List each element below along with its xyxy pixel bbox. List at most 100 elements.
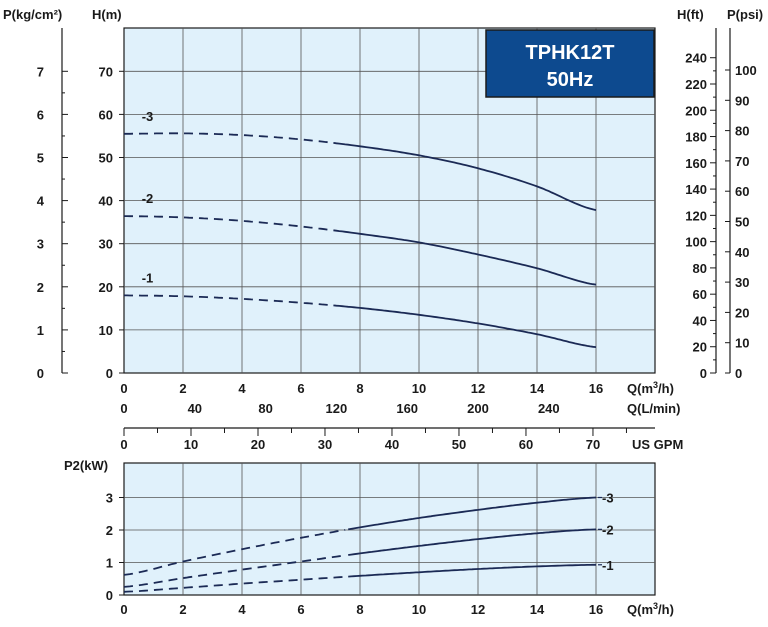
tick-label: 0 [106,366,113,381]
flow-lmin-axis: 0 40 80 120 160 200 240 [120,401,559,416]
curve--3-dashed [124,132,331,144]
flow-m3h-axis: 0 2 4 6 8 10 12 14 16 [120,381,603,396]
tick-label: 14 [530,381,545,396]
tick-label: 3 [37,237,44,252]
tick-label: 10 [412,602,426,617]
tick-label: 10 [412,381,426,396]
curve--2-dashed [123,554,346,588]
flow-gpm-axis-label: US GPM [632,437,683,452]
tick-label: 180 [685,130,707,145]
tick-label: 2 [37,280,44,295]
tick-label: 140 [685,182,707,197]
power-flow-m3h-axis-label: Q(m3/h) [627,601,674,617]
pressure-psi-axis: 0 10 20 30 40 50 60 70 80 90 100 [725,28,757,381]
tick-label: 2 [106,523,113,538]
tick-label: 60 [735,184,749,199]
tick-label: 100 [685,235,707,250]
tick-label: 240 [685,51,707,66]
tick-label: 50 [452,437,466,452]
tick-label: 40 [693,313,707,328]
tick-label: 14 [530,602,545,617]
model-title: TPHK12T [526,42,615,64]
tick-label: 50 [99,151,113,166]
tick-label: 2 [179,381,186,396]
flow-m3h-axis-label: Q(m3/h) [627,380,674,396]
head-curve-labels: -3 -2 -1 [142,109,154,286]
head-m-axis: 0 10 20 30 40 50 60 70 [99,64,124,381]
curve--3-solid [333,142,597,211]
tick-label: 0 [700,366,707,381]
tick-label: 240 [538,401,560,416]
tick-label: 6 [297,602,304,617]
tick-label: 4 [238,602,246,617]
tick-label: 80 [258,401,272,416]
head-plot-grid [124,28,655,373]
tick-label: 2 [179,602,186,617]
tick-label: 6 [297,381,304,396]
model-title-box [485,29,655,98]
curve-label--2: -2 [602,522,614,537]
power-plot-area [123,462,656,596]
tick-label: 40 [385,437,399,452]
tick-label: 12 [471,602,485,617]
curve--1-dashed [123,575,346,593]
tick-label: 80 [693,261,707,276]
flow-gpm-axis: 0 10 20 30 40 50 60 70 [120,427,655,452]
tick-label: 0 [120,401,127,416]
tick-label: 0 [735,366,742,381]
head-curves [124,132,597,348]
tick-label: 70 [586,437,600,452]
tick-label: 200 [685,103,707,118]
tick-label: 90 [735,93,749,108]
curve--1-solid [333,304,597,348]
power-kw-axis: 0 1 2 3 [106,491,124,603]
tick-label: 40 [99,194,113,209]
tick-label: 10 [735,336,749,351]
tick-label: 10 [184,437,198,452]
power-curves [123,496,597,593]
tick-label: 30 [735,275,749,290]
tick-label: 120 [326,401,348,416]
power-plot-grid [124,463,655,595]
curve-label--3: -3 [142,109,154,124]
pressure-kgcm2-axis: 0 1 2 3 4 5 6 7 [37,28,68,381]
tick-label: 16 [589,602,603,617]
tick-label: 100 [735,63,757,78]
tick-label: 16 [589,381,603,396]
tick-label: 30 [318,437,332,452]
pressure-psi-axis-label: P(psi) [727,7,763,22]
tick-label: 70 [735,154,749,169]
tick-label: 1 [106,556,113,571]
tick-label: 0 [120,602,127,617]
tick-label: 0 [106,588,113,603]
tick-label: 30 [99,237,113,252]
tick-label: 6 [37,107,44,122]
tick-label: 4 [37,194,45,209]
curve-label--3: -3 [602,491,614,506]
tick-label: 20 [693,340,707,355]
tick-label: 20 [251,437,265,452]
tick-label: 7 [37,64,44,79]
flow-lmin-axis-label: Q(L/min) [627,401,680,416]
tick-label: 20 [735,305,749,320]
tick-label: 10 [99,323,113,338]
head-ft-axis-label: H(ft) [677,7,704,22]
curve--3-solid [348,496,597,531]
head-m-axis-label: H(m) [92,7,122,22]
tick-label: 0 [37,366,44,381]
tick-label: 8 [356,381,363,396]
curve--1-dashed [124,294,331,306]
power-curve-labels: -3 -2 -1 [598,491,614,573]
curve--2-solid [348,528,597,556]
tick-label: 160 [396,401,418,416]
tick-label: 80 [735,124,749,139]
tick-label: 0 [120,381,127,396]
power-kw-axis-label: P2(kW) [64,458,108,473]
curve-label--1: -1 [142,270,154,285]
tick-label: 60 [519,437,533,452]
curve-label--1: -1 [602,558,614,573]
tick-label: 3 [106,491,113,506]
tick-label: 220 [685,77,707,92]
curve--2-dashed [124,215,331,231]
